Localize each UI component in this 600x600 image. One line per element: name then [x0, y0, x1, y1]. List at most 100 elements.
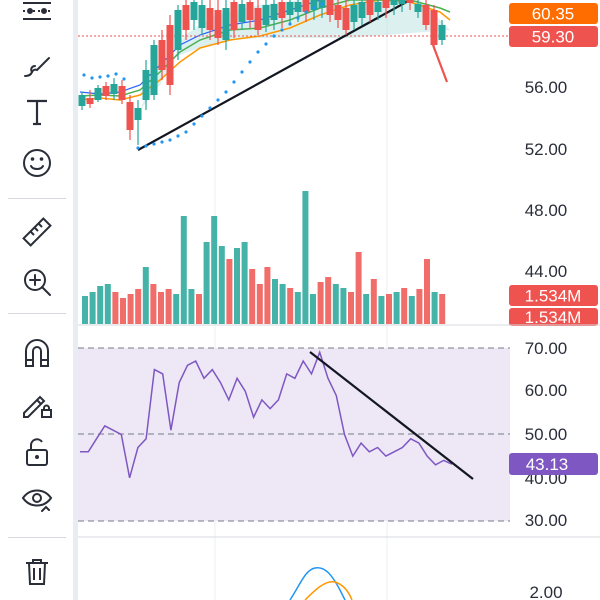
last-close-tag: [509, 3, 598, 24]
candle-body: [198, 5, 206, 28]
unlock-icon[interactable]: [14, 432, 60, 472]
volume-bar: [120, 298, 126, 324]
volume-bar: [431, 292, 438, 324]
parabolic-sar-dots: [82, 2, 324, 150]
sar-dot: [296, 16, 300, 20]
volume-bar: [188, 289, 195, 324]
volume-bar: [317, 282, 324, 324]
volume-bar: [82, 296, 88, 324]
sar-dot: [82, 73, 86, 77]
volume-bars: [82, 191, 446, 324]
candle-body: [174, 10, 182, 50]
candle-body: [158, 40, 166, 70]
current-price-tag: [509, 26, 598, 47]
rsi-tick-label: 60.00: [525, 381, 568, 400]
volume-bar: [196, 294, 202, 324]
volume-bar: [294, 292, 301, 324]
candle-body: [366, 0, 374, 15]
candle-body: [302, 0, 310, 12]
candle-body: [422, 5, 430, 25]
candle-body: [326, 0, 334, 15]
volume-bar: [97, 286, 104, 324]
candle-body: [390, 0, 398, 5]
sar-dot: [256, 50, 260, 54]
candle-body: [254, 8, 262, 30]
sar-dot: [136, 146, 140, 150]
pencil-lock-icon[interactable]: [14, 384, 60, 424]
candle-body: [358, 2, 366, 18]
sar-dot: [114, 72, 118, 76]
rsi-pane: [78, 347, 510, 522]
price-tick-label: 56.00: [525, 78, 568, 97]
rsi-tick-label: 50.00: [525, 425, 568, 444]
brush-icon[interactable]: [14, 46, 60, 86]
text-tool-icon[interactable]: [14, 92, 60, 132]
candle-body: [78, 95, 86, 106]
eye-icon[interactable]: [14, 480, 60, 520]
volume-bar: [104, 284, 111, 324]
drawing-toolbar: [0, 0, 74, 600]
volume-tag-secondary: [509, 308, 598, 326]
candle-body: [118, 86, 126, 100]
volume-bar: [393, 292, 400, 324]
zoom-in-icon[interactable]: [14, 262, 60, 302]
candle-body: [230, 2, 238, 30]
candle-body: [110, 84, 118, 94]
macd-tick-label: 2.00: [529, 583, 562, 600]
volume-bar: [370, 279, 377, 324]
volume-bar: [234, 248, 240, 324]
magnet-icon[interactable]: [14, 333, 60, 373]
price-tick-label: 44.00: [525, 262, 568, 281]
candle-body: [94, 88, 102, 100]
ruler-icon[interactable]: [14, 212, 60, 252]
rsi-tick-label: 30.00: [525, 511, 568, 530]
sar-dot: [240, 70, 244, 74]
volume-bar: [416, 289, 423, 324]
volume-bar: [287, 288, 294, 324]
volume-bar: [264, 267, 271, 324]
emoji-icon[interactable]: [14, 143, 60, 183]
volume-bar: [332, 284, 339, 324]
volume-bar: [150, 284, 157, 324]
candle-body: [294, 2, 302, 12]
volume-bar: [355, 252, 362, 324]
volume-bar: [279, 284, 286, 324]
volume-bar: [112, 292, 119, 324]
sar-dot: [216, 98, 220, 102]
volume-bar: [165, 289, 172, 324]
candle-body: [398, 0, 406, 4]
trendline-rsi[interactable]: [309, 351, 474, 480]
volume-bar: [256, 284, 263, 324]
rsi-line: [80, 350, 453, 478]
sar-dot: [90, 76, 94, 80]
sar-dot: [106, 74, 110, 78]
sar-dot: [264, 42, 268, 46]
sar-dot: [144, 144, 148, 148]
indicators-icon[interactable]: [14, 0, 60, 32]
trash-icon[interactable]: [14, 552, 60, 592]
volume-bar: [401, 288, 408, 324]
rsi-current-tag: [509, 453, 598, 475]
rsi-tick-label: 70.00: [525, 339, 568, 358]
sar-dot: [320, 2, 324, 6]
volume-bar: [348, 292, 354, 324]
trendline-price[interactable]: [137, 0, 411, 151]
candle-body: [246, 2, 254, 20]
sar-dot: [272, 34, 276, 38]
volume-bar: [241, 242, 248, 324]
price-axis[interactable]: 60.35 59.30 56.00 52.00 48.00 44.00 1.53…: [509, 0, 600, 600]
candle-body: [438, 25, 446, 40]
candle-body: [262, 5, 270, 25]
candle-body: [334, 5, 342, 20]
candle-body: [126, 102, 134, 130]
candle-body: [342, 8, 350, 30]
candle-body: [134, 108, 142, 120]
sar-dot: [232, 80, 236, 84]
candle-body: [142, 70, 150, 100]
volume-bar: [135, 289, 142, 324]
sar-dot: [224, 90, 228, 94]
price-tick-label: 48.00: [525, 201, 568, 220]
price-tick-label: 52.00: [525, 140, 568, 159]
sar-dot: [312, 6, 316, 10]
